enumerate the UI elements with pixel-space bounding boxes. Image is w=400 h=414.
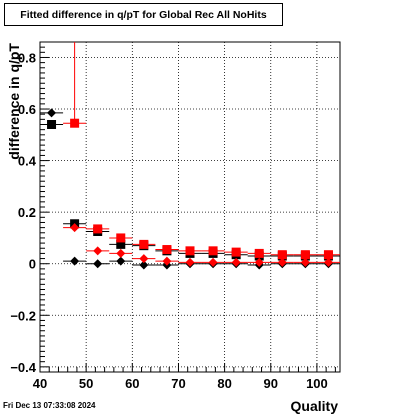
- y-tick-label: 0: [29, 257, 36, 272]
- data-point-diamond: [93, 246, 103, 256]
- data-point-square: [162, 245, 172, 255]
- y-tick-label: 0.8: [18, 50, 36, 65]
- data-point-diamond: [300, 257, 310, 267]
- y-tick-label: 0.4: [18, 154, 37, 169]
- x-tick-label: 60: [125, 376, 139, 391]
- x-tick-label: 50: [79, 376, 93, 391]
- data-point-diamond: [139, 254, 149, 264]
- y-tick-label: −0.4: [10, 360, 36, 375]
- data-point-diamond: [47, 108, 57, 118]
- data-point-square: [116, 239, 126, 249]
- x-tick-label: 70: [171, 376, 185, 391]
- data-point-diamond: [254, 257, 264, 267]
- data-point-square: [185, 246, 195, 256]
- data-point-square: [277, 250, 287, 260]
- data-point-square: [70, 118, 80, 128]
- data-point-diamond: [185, 257, 195, 267]
- data-point-diamond: [116, 248, 126, 258]
- data-point-square: [93, 224, 103, 234]
- data-point-diamond: [93, 259, 103, 269]
- footer-timestamp: Fri Dec 13 07:33:08 2024: [3, 401, 96, 410]
- y-tick-label: 0.2: [18, 205, 36, 220]
- x-tick-label: 90: [264, 376, 278, 391]
- data-point-square: [231, 247, 241, 257]
- data-point-diamond: [323, 257, 333, 267]
- x-tick-label: 40: [33, 376, 47, 391]
- y-tick-label: 0.6: [18, 102, 36, 117]
- data-point-diamond: [70, 223, 80, 233]
- data-point-diamond: [139, 260, 149, 270]
- data-point-square: [254, 248, 264, 258]
- plot-frame: [39, 41, 341, 373]
- y-axis-label: difference in q/pT: [6, 43, 22, 160]
- y-tick-label: −0.2: [10, 308, 36, 323]
- data-point-diamond: [116, 256, 126, 266]
- data-point-diamond: [70, 256, 80, 266]
- data-point-diamond: [208, 257, 218, 267]
- data-point-square: [116, 233, 126, 243]
- data-point-square: [323, 250, 333, 260]
- x-axis-label: Quality: [291, 398, 339, 414]
- data-point-square: [300, 250, 310, 260]
- chart-title-box: Fitted difference in q/pT for Global Rec…: [4, 3, 283, 26]
- data-point-square: [208, 246, 218, 256]
- data-point-square: [139, 239, 149, 249]
- data-point-square: [47, 120, 57, 129]
- data-point-diamond: [277, 257, 287, 267]
- data-point-diamond: [231, 257, 241, 267]
- chart-title: Fitted difference in q/pT for Global Rec…: [20, 8, 267, 21]
- data-point-diamond: [162, 256, 172, 266]
- x-tick-label: 100: [306, 376, 328, 391]
- x-tick-label: 80: [217, 376, 231, 391]
